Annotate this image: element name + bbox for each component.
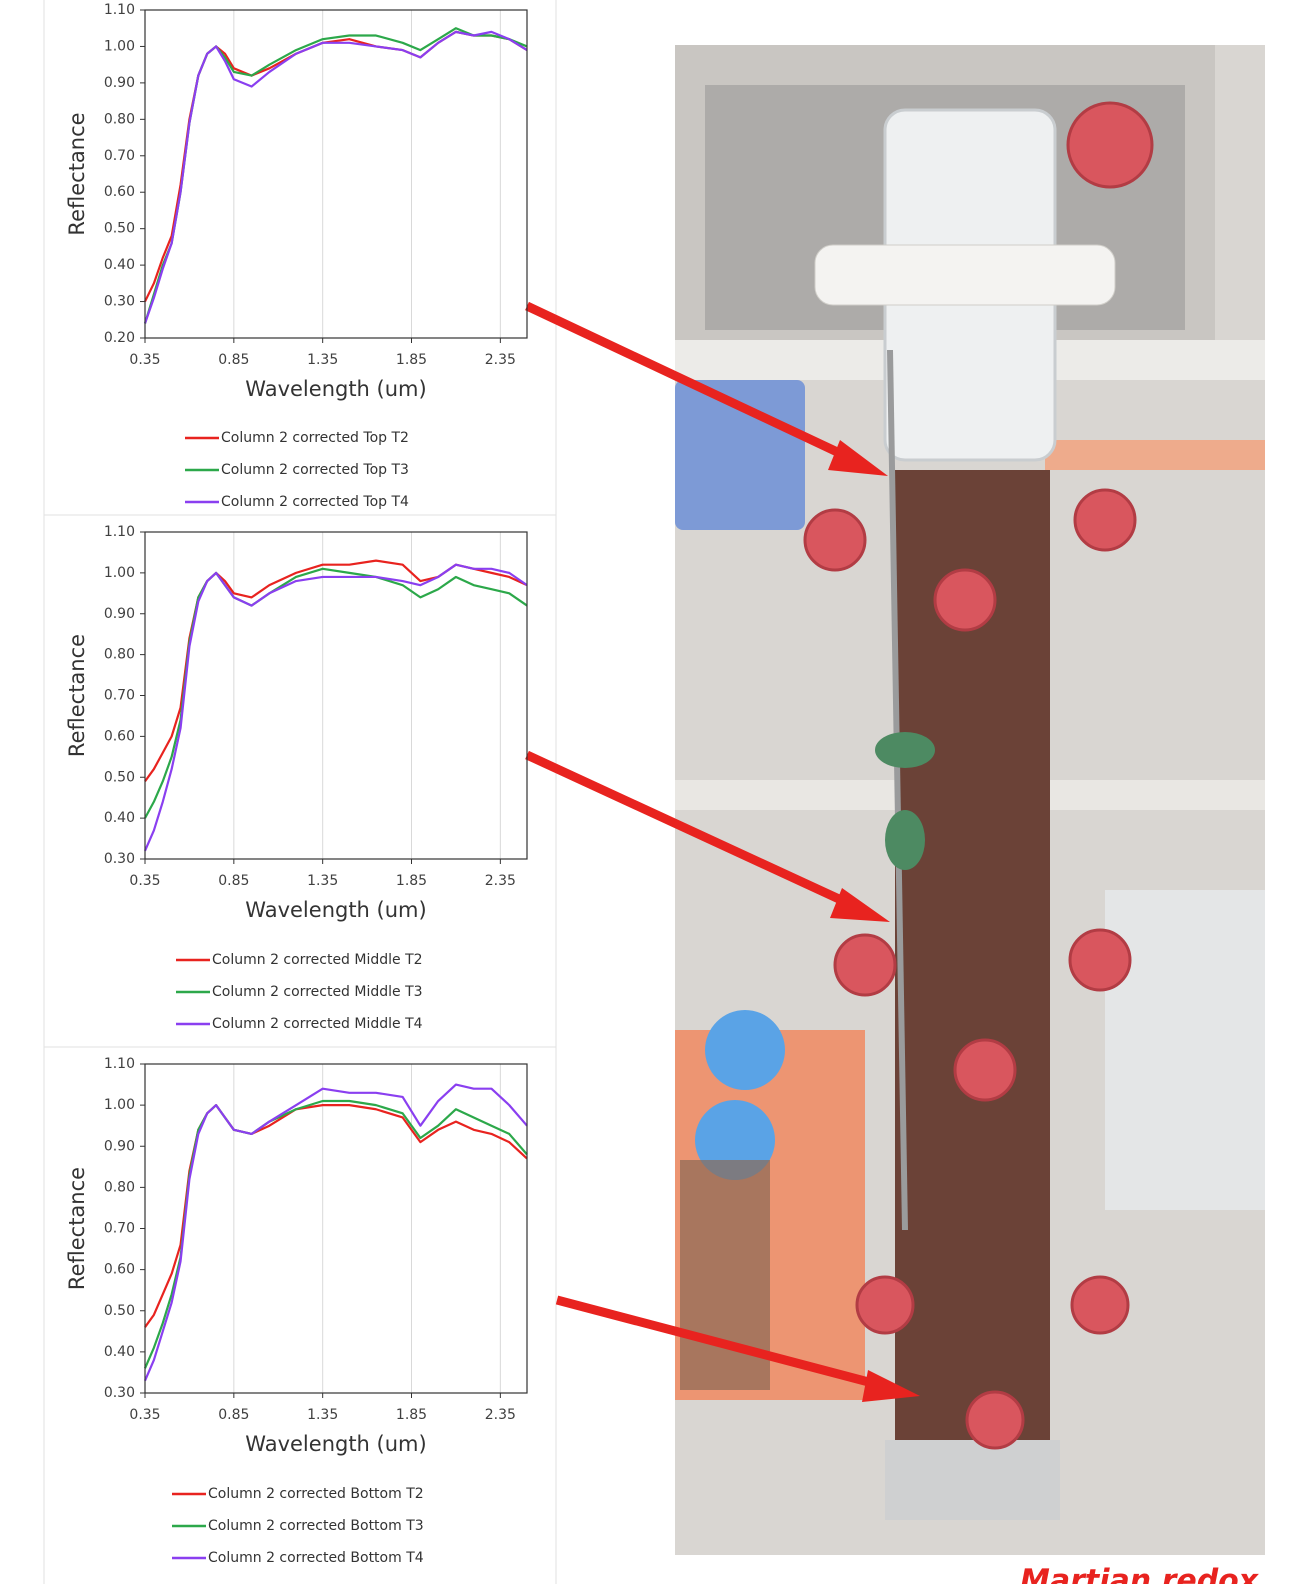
y-tick-label: 0.40 bbox=[104, 810, 135, 826]
series-line bbox=[143, 1099, 528, 1369]
y-tick-label: 0.30 bbox=[104, 294, 135, 310]
x-tick-label: 2.35 bbox=[485, 1407, 516, 1423]
y-tick-label: 0.30 bbox=[104, 1385, 135, 1401]
plot-frame bbox=[144, 1063, 528, 1394]
y-tick-label: 1.10 bbox=[104, 524, 135, 540]
y-tick-label: 0.90 bbox=[104, 1138, 135, 1154]
y-tick-label: 0.40 bbox=[104, 257, 135, 273]
legend-label: Column 2 corrected Bottom T3 bbox=[208, 1518, 424, 1534]
x-tick-label: 2.35 bbox=[485, 873, 516, 889]
x-tick-label: 1.85 bbox=[396, 873, 427, 889]
arrow bbox=[525, 750, 890, 922]
photo bbox=[675, 45, 1265, 1555]
x-tick-label: 0.85 bbox=[218, 873, 249, 889]
y-axis-label: Reflectance bbox=[65, 1167, 89, 1290]
x-tick-label: 1.85 bbox=[396, 352, 427, 368]
x-tick-label: 1.35 bbox=[307, 873, 338, 889]
arrow bbox=[555, 1295, 920, 1402]
y-tick-label: 0.70 bbox=[104, 148, 135, 164]
series-line bbox=[143, 30, 528, 324]
y-axis-label: Reflectance bbox=[65, 634, 89, 757]
y-tick-label: 0.90 bbox=[104, 75, 135, 91]
series-line bbox=[144, 567, 528, 819]
y-tick-label: 0.20 bbox=[104, 330, 135, 346]
series-line bbox=[144, 30, 528, 303]
y-tick-label: 1.00 bbox=[104, 1097, 135, 1113]
plot-frame bbox=[144, 531, 528, 860]
y-tick-label: 0.70 bbox=[104, 1221, 135, 1237]
legend-label: Column 2 corrected Top T4 bbox=[221, 494, 409, 510]
x-axis-label: Wavelength (um) bbox=[245, 898, 426, 922]
panel-border bbox=[43, 1046, 557, 1584]
y-tick-label: 0.40 bbox=[104, 1344, 135, 1360]
x-tick-label: 0.35 bbox=[129, 352, 160, 368]
legend-label: Column 2 corrected Bottom T4 bbox=[208, 1550, 424, 1566]
y-tick-label: 0.90 bbox=[104, 606, 135, 622]
y-tick-label: 1.10 bbox=[104, 1056, 135, 1072]
y-tick-label: 1.10 bbox=[104, 2, 135, 18]
x-tick-label: 2.35 bbox=[485, 352, 516, 368]
series-line bbox=[143, 1083, 528, 1382]
x-tick-label: 0.85 bbox=[218, 352, 249, 368]
y-tick-label: 0.80 bbox=[104, 647, 135, 663]
arrow bbox=[525, 301, 888, 476]
y-tick-label: 0.70 bbox=[104, 688, 135, 704]
y-tick-label: 0.50 bbox=[104, 1303, 135, 1319]
x-tick-label: 1.85 bbox=[396, 1407, 427, 1423]
y-tick-label: 0.30 bbox=[104, 851, 135, 867]
y-tick-label: 1.00 bbox=[104, 565, 135, 581]
legend-label: Column 2 corrected Bottom T2 bbox=[208, 1486, 424, 1502]
y-tick-label: 0.80 bbox=[104, 1179, 135, 1195]
x-tick-label: 0.35 bbox=[129, 873, 160, 889]
series-line bbox=[144, 1104, 528, 1328]
plot-frame bbox=[144, 9, 528, 339]
y-tick-label: 0.50 bbox=[104, 221, 135, 237]
x-tick-label: 0.35 bbox=[129, 1407, 160, 1423]
series-line bbox=[143, 27, 528, 324]
x-tick-label: 1.35 bbox=[307, 352, 338, 368]
x-axis-label: Wavelength (um) bbox=[245, 1432, 426, 1456]
y-tick-label: 0.60 bbox=[104, 728, 135, 744]
y-tick-label: 0.80 bbox=[104, 111, 135, 127]
y-axis-label: Reflectance bbox=[65, 112, 89, 235]
legend-label: Column 2 corrected Top T3 bbox=[221, 462, 409, 478]
legend-label: Column 2 corrected Middle T3 bbox=[212, 984, 423, 1000]
legend-label: Column 2 corrected Middle T2 bbox=[212, 952, 423, 968]
y-tick-label: 0.60 bbox=[104, 184, 135, 200]
series-line bbox=[143, 563, 528, 852]
legend-label: Column 2 corrected Middle T4 bbox=[212, 1016, 423, 1032]
legend-label: Column 2 corrected Top T2 bbox=[221, 430, 409, 446]
x-tick-label: 0.85 bbox=[218, 1407, 249, 1423]
x-tick-label: 1.35 bbox=[307, 1407, 338, 1423]
y-tick-label: 1.00 bbox=[104, 38, 135, 54]
photo-caption: Martian redox bbox=[1020, 1564, 1260, 1584]
x-axis-label: Wavelength (um) bbox=[245, 377, 426, 401]
y-tick-label: 0.50 bbox=[104, 769, 135, 785]
y-tick-label: 0.60 bbox=[104, 1262, 135, 1278]
